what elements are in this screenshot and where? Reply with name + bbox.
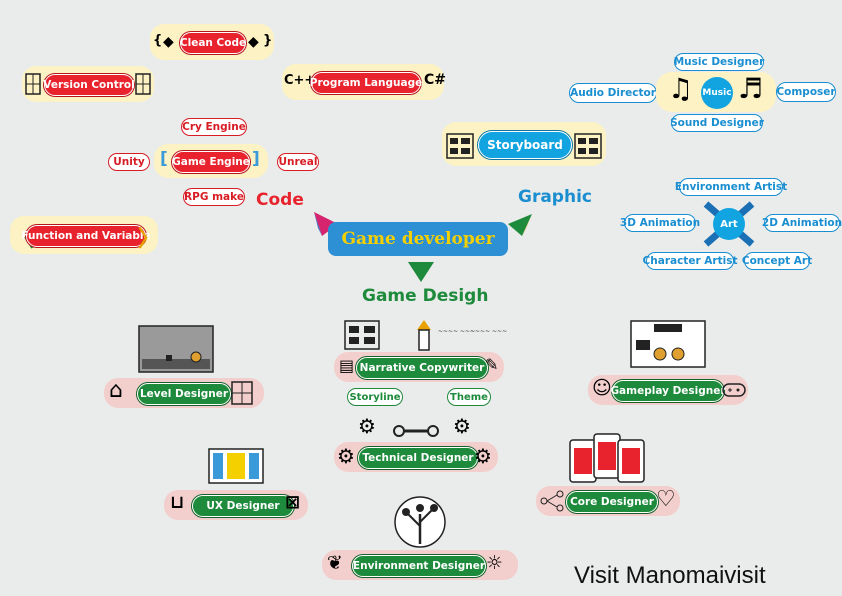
- braces-icon: {: [153, 33, 163, 48]
- cpp-icon: C++: [284, 73, 316, 88]
- ux-left-icon: ⊔: [170, 492, 185, 513]
- gem-icon: ◆: [248, 34, 259, 50]
- art-node: Art: [713, 208, 745, 240]
- bracket-icon: [: [160, 149, 168, 169]
- level-scene-icon: [138, 325, 214, 373]
- graphic-branch-label: Graphic: [518, 187, 592, 207]
- sun-icon: ☼: [486, 552, 504, 574]
- technical-designer-node: Technical Designer: [358, 447, 478, 469]
- clean-code-node: Clean Code: [180, 32, 246, 54]
- version-control-icon: [25, 73, 41, 95]
- storyline-node: Storyline: [347, 388, 403, 406]
- cry-engine-node: Cry Engine: [181, 118, 247, 136]
- 3d-animation-node: 3D Animation: [620, 214, 700, 232]
- theme-node: Theme: [447, 388, 491, 406]
- cards-icon: [569, 433, 645, 483]
- level-grid-icon: [231, 381, 253, 405]
- wrench-icon: [393, 425, 439, 437]
- braces-icon: }: [263, 33, 273, 48]
- ux-designer-node: UX Designer: [192, 495, 294, 517]
- scribble-icon: ~~~~ ~~~: [438, 328, 476, 335]
- game-engine-node: Game Engine: [172, 151, 250, 173]
- function-variable-node: Function and Variable: [21, 225, 151, 247]
- storyboard-node: Storyboard: [478, 131, 572, 159]
- environment-artist-node: Environment Artist: [675, 178, 787, 196]
- program-language-node: Program Language: [310, 72, 422, 94]
- lighthouse-icon: [417, 320, 431, 351]
- ux-right-icon: ⊠: [285, 492, 301, 513]
- level-designer-node: Level Designer: [137, 383, 231, 405]
- house-icon: ⌂: [109, 378, 123, 403]
- music-designer-node: Music Designer: [674, 53, 764, 71]
- gear-icon: ⚙: [453, 414, 471, 438]
- gear-icon: ⚙: [337, 444, 355, 468]
- music-node: Music: [701, 77, 733, 109]
- gamepad-icon: [722, 383, 746, 397]
- storyboard-icon: [574, 133, 602, 159]
- chevron-right-icon: 〉: [138, 227, 161, 252]
- gear-icon: ⚙: [474, 444, 492, 468]
- storyboard-icon: [446, 133, 474, 159]
- storyboard-icon: [344, 320, 380, 350]
- rpg-make-node: RPG make: [183, 188, 245, 206]
- pen-icon: ✎: [485, 355, 499, 374]
- csharp-icon: C#: [424, 72, 447, 88]
- music-note-icon: ♬: [738, 72, 764, 105]
- code-branch-label: Code: [256, 190, 304, 210]
- concept-art-node: Concept Art: [742, 252, 812, 270]
- gameplay-designer-node: Gameplay Designer: [610, 380, 726, 402]
- ux-panel-icon: [208, 448, 264, 484]
- document-icon: ▤: [339, 356, 355, 375]
- center-node: Game developer: [328, 222, 508, 256]
- bracket-icon: ]: [252, 149, 260, 169]
- lotus-icon: ❦: [327, 552, 343, 574]
- environment-designer-node: Environment Designer: [352, 555, 486, 577]
- scribble-icon: ~~~~ ~~~: [470, 328, 508, 335]
- network-icon: [540, 490, 564, 512]
- gem-icon: ◆: [163, 34, 174, 50]
- sound-designer-node: Sound Designer: [670, 114, 764, 132]
- design-branch-label: Game Desigh: [362, 286, 489, 306]
- 2d-animation-node: 2D Animation: [762, 214, 842, 232]
- tree-icon: [394, 496, 446, 548]
- graphic-arrow-icon: [508, 214, 532, 236]
- gameplay-scene-icon: [630, 320, 706, 368]
- composer-node: Composer: [776, 82, 836, 102]
- version-control-node: Version Control: [43, 74, 135, 96]
- design-arrow-icon: [408, 262, 434, 282]
- footer-credit: Visit Manomaivisit: [574, 562, 766, 589]
- audio-director-node: Audio Director: [569, 83, 657, 103]
- character-artist-node: Character Artist: [643, 252, 737, 270]
- gear-icon: ⚙: [358, 414, 376, 438]
- music-note-icon: ♫: [668, 72, 694, 105]
- version-control-icon: [135, 73, 151, 95]
- narrative-copywriter-node: Narrative Copywriter: [356, 357, 488, 379]
- code-arrow-icon: [314, 212, 338, 236]
- heart-icon: ♡: [656, 487, 676, 512]
- unreal-node: Unreal: [277, 153, 319, 171]
- core-designer-node: Core Designer: [566, 491, 658, 513]
- smiley-icon: ☺: [592, 377, 612, 399]
- unity-node: Unity: [108, 153, 150, 171]
